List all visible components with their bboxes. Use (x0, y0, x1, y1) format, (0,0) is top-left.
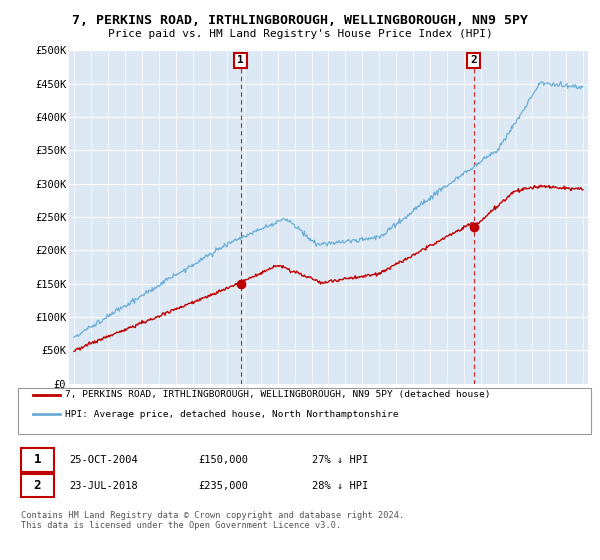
Text: 2: 2 (34, 479, 41, 492)
Text: Contains HM Land Registry data © Crown copyright and database right 2024.
This d: Contains HM Land Registry data © Crown c… (21, 511, 404, 530)
Text: 28% ↓ HPI: 28% ↓ HPI (312, 480, 368, 491)
Text: £150,000: £150,000 (198, 455, 248, 465)
Text: HPI: Average price, detached house, North Northamptonshire: HPI: Average price, detached house, Nort… (65, 410, 398, 419)
Text: 2: 2 (470, 55, 477, 66)
Text: 1: 1 (34, 453, 41, 466)
Text: 27% ↓ HPI: 27% ↓ HPI (312, 455, 368, 465)
Text: £235,000: £235,000 (198, 480, 248, 491)
Text: 25-OCT-2004: 25-OCT-2004 (69, 455, 138, 465)
Text: 7, PERKINS ROAD, IRTHLINGBOROUGH, WELLINGBOROUGH, NN9 5PY: 7, PERKINS ROAD, IRTHLINGBOROUGH, WELLIN… (72, 14, 528, 27)
Text: Price paid vs. HM Land Registry's House Price Index (HPI): Price paid vs. HM Land Registry's House … (107, 29, 493, 39)
Text: 1: 1 (237, 55, 244, 66)
Text: 23-JUL-2018: 23-JUL-2018 (69, 480, 138, 491)
Text: 7, PERKINS ROAD, IRTHLINGBOROUGH, WELLINGBOROUGH, NN9 5PY (detached house): 7, PERKINS ROAD, IRTHLINGBOROUGH, WELLIN… (65, 390, 490, 399)
